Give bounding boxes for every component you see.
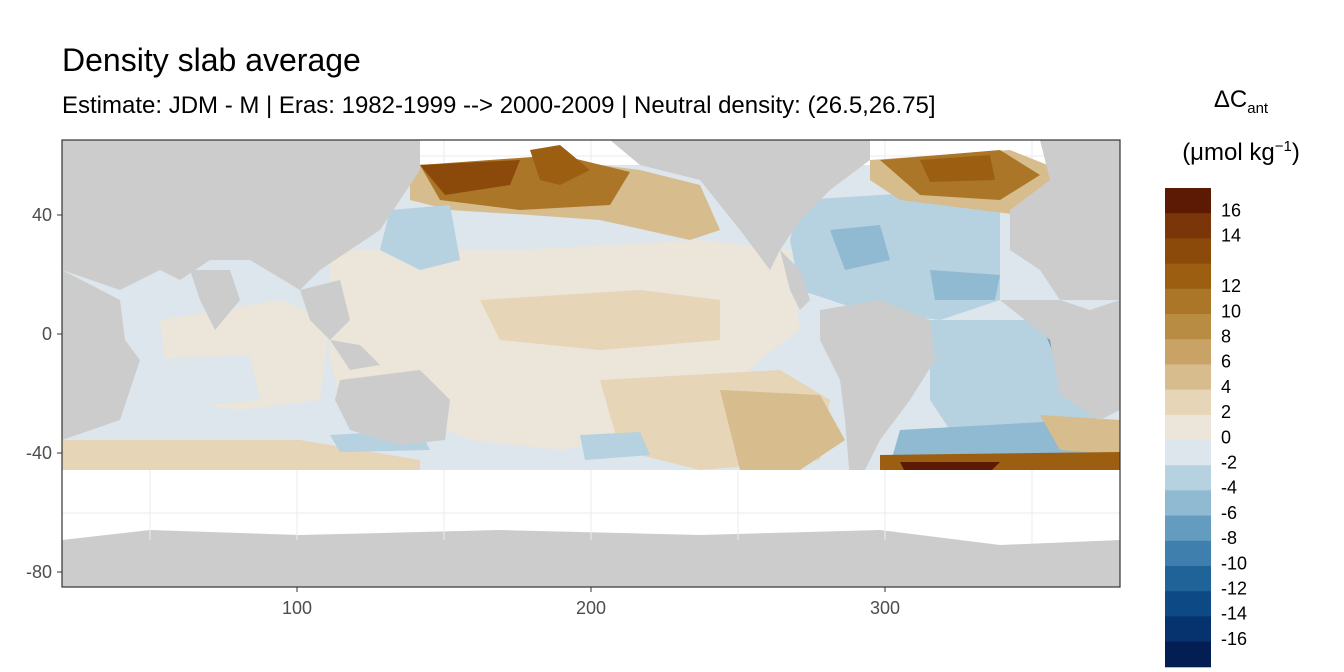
legend-swatch xyxy=(1165,263,1211,290)
legend-swatch xyxy=(1165,591,1211,617)
chart-title: Density slab average xyxy=(62,42,361,78)
legend-label: 14 xyxy=(1221,226,1241,246)
land-antarctica xyxy=(62,530,1120,587)
legend-unit-pre: (μmol kg xyxy=(1182,139,1275,166)
legend-swatch xyxy=(1165,213,1211,239)
legend-label: 16 xyxy=(1221,200,1241,220)
legend-label: -8 xyxy=(1221,528,1237,548)
x-axis: 100 200 300 xyxy=(282,587,900,618)
legend-label: -10 xyxy=(1221,553,1247,573)
legend-label: -14 xyxy=(1221,604,1247,624)
y-tick-label: 0 xyxy=(42,324,52,344)
land-indochina xyxy=(300,280,350,340)
legend-label: 4 xyxy=(1221,377,1231,397)
legend-swatch xyxy=(1165,238,1211,265)
legend-swatch xyxy=(1165,339,1211,365)
land-central-america xyxy=(780,250,810,310)
legend-swatch xyxy=(1165,314,1211,340)
legend-title: ΔCant xyxy=(1150,86,1332,117)
legend-swatch xyxy=(1165,389,1211,416)
legend-label: -4 xyxy=(1221,478,1237,498)
land-europe xyxy=(1010,140,1120,300)
y-tick-label: -80 xyxy=(26,562,52,582)
land-eurasia xyxy=(62,140,420,290)
legend-swatch xyxy=(1165,515,1211,542)
legend-swatch xyxy=(1165,566,1211,592)
land-africa-east xyxy=(62,270,140,440)
legend-title-sub: ant xyxy=(1247,99,1269,117)
legend-swatch xyxy=(1165,288,1211,315)
map-panel xyxy=(62,140,1120,587)
y-axis: 40 0 -40 -80 xyxy=(26,205,62,582)
land-south-america xyxy=(820,300,935,480)
legend-unit-sup: −1 xyxy=(1274,138,1292,155)
legend-label: -2 xyxy=(1221,452,1237,472)
x-tick-label: 300 xyxy=(870,598,900,618)
legend-label: 10 xyxy=(1221,301,1241,321)
legend-swatch xyxy=(1165,364,1211,391)
legend-label: -12 xyxy=(1221,578,1247,598)
legend-swatch xyxy=(1165,440,1211,466)
land xyxy=(62,140,1120,587)
legend-swatch xyxy=(1165,465,1211,491)
legend-label: 12 xyxy=(1221,276,1241,296)
chart-subtitle: Estimate: JDM - M | Eras: 1982-1999 --> … xyxy=(62,92,936,119)
legend-unit: (μmol kg−1) xyxy=(1150,138,1332,167)
legend-swatch xyxy=(1165,414,1211,441)
legend-label: 0 xyxy=(1221,427,1231,447)
legend-label: -16 xyxy=(1221,629,1247,649)
legend-unit-post: ) xyxy=(1291,139,1300,166)
land-africa-west xyxy=(1000,300,1120,420)
legend-swatch xyxy=(1165,616,1211,643)
land-north-america xyxy=(610,140,870,270)
ocean-field xyxy=(62,145,1120,473)
legend-label: 2 xyxy=(1221,402,1231,422)
y-tick-label: -40 xyxy=(26,443,52,463)
legend-swatch xyxy=(1165,540,1211,567)
x-tick-label: 100 xyxy=(282,598,312,618)
land-australia xyxy=(335,370,450,445)
y-tick-label: 40 xyxy=(32,205,52,225)
land-maritime xyxy=(330,340,380,370)
legend-colorbar: 16 14 12 10 8 6 4 2 0 -2 -4 -6 -8 -10 -12 -14 -16 xyxy=(1165,188,1247,668)
land-india xyxy=(190,270,240,330)
legend-label: 6 xyxy=(1221,352,1231,372)
legend-title-main: ΔC xyxy=(1213,86,1248,113)
legend-swatch xyxy=(1165,641,1211,668)
legend-label: 8 xyxy=(1221,326,1231,346)
legend-label: -6 xyxy=(1221,503,1237,523)
southern-gridlines xyxy=(62,470,1120,540)
x-tick-label: 200 xyxy=(576,598,606,618)
legend-swatch xyxy=(1165,188,1211,214)
legend-swatch xyxy=(1165,490,1211,517)
